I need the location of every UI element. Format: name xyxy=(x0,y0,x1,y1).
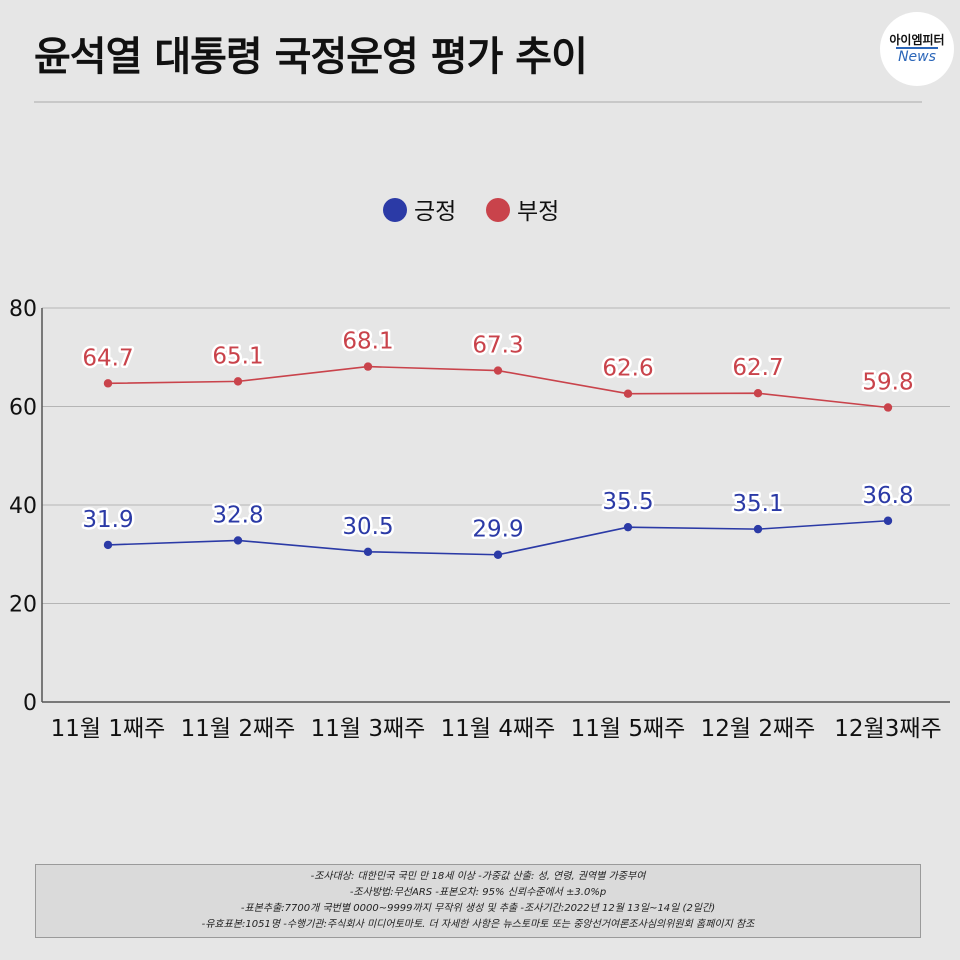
data-label: 65.1 xyxy=(212,343,263,369)
x-tick-label: 11월 5째주 xyxy=(571,716,686,742)
legend-label: 부정 xyxy=(517,199,559,225)
logo-top-text: 아이엠피터 xyxy=(889,33,945,47)
data-label: 35.1 xyxy=(732,491,783,517)
logo-bottom-text: News xyxy=(896,47,938,65)
data-label: 29.9 xyxy=(472,517,523,543)
x-axis-ticks: 11월 1째주 11월 2째주 11월 3째주 11월 4째주 11월 5째주 12월 2… xyxy=(51,716,942,742)
data-label: 30.5 xyxy=(342,514,393,540)
data-point xyxy=(883,516,893,525)
y-tick-label: 0 xyxy=(23,691,37,716)
data-point xyxy=(883,403,893,412)
data-point xyxy=(753,389,763,398)
data-label: 59.8 xyxy=(862,369,913,395)
legend-label: 긍정 xyxy=(414,199,456,225)
data-point xyxy=(363,547,373,556)
data-point xyxy=(233,536,243,545)
y-axis-ticks: 0 20 40 60 80 xyxy=(9,297,37,716)
x-tick-label: 11월 2째주 xyxy=(181,716,296,742)
y-tick-label: 20 xyxy=(9,593,37,618)
data-label: 31.9 xyxy=(82,507,133,533)
data-label: 64.7 xyxy=(82,345,133,371)
note-line-2: -조사방법:무선ARS -표본오차: 95% 신뢰수준에서 ±3.0%p xyxy=(349,887,607,898)
data-label: 35.5 xyxy=(602,489,653,515)
note-line-3: -표본추출:7700개 국번별 0000~9999까지 무작위 생성 및 추출 … xyxy=(240,903,716,914)
survey-notes: -조사대상: 대한민국 국민 만 18세 이상 -가중값 산출: 성, 연령, … xyxy=(35,864,921,938)
title-divider xyxy=(34,101,922,103)
data-point xyxy=(753,524,763,534)
data-point xyxy=(623,389,633,398)
data-label: 68.1 xyxy=(342,329,393,355)
x-tick-label: 12월 2째주 xyxy=(701,716,816,742)
data-label: 36.8 xyxy=(862,483,913,509)
data-label: 62.7 xyxy=(732,355,783,381)
note-line-4: -유효표본:1051명 -수행기관:주식회사 미디어토마토. 더 자세한 사항은… xyxy=(201,919,755,930)
note-line-1: -조사대상: 대한민국 국민 만 18세 이상 -가중값 산출: 성, 연령, … xyxy=(310,871,646,882)
data-point xyxy=(493,550,503,559)
data-point xyxy=(363,362,373,371)
data-point xyxy=(623,522,633,532)
legend-marker xyxy=(486,198,510,222)
x-tick-label: 11월 4째주 xyxy=(441,716,556,742)
data-point xyxy=(103,379,113,388)
y-tick-label: 80 xyxy=(9,297,37,322)
y-tick-label: 40 xyxy=(9,494,37,519)
chart-legend: 긍정 부정 xyxy=(383,198,559,225)
legend-marker xyxy=(383,198,407,222)
chart-grid xyxy=(41,307,950,703)
x-tick-label: 11월 3째주 xyxy=(311,716,426,742)
chart-series: 31.9 32.8 30.5 29.9 35.5 35.1 36.8 64.7 65.1 68.1… xyxy=(80,326,916,559)
x-tick-label: 11월 1째주 xyxy=(51,716,166,742)
x-tick-label: 12월3째주 xyxy=(834,716,941,742)
y-tick-label: 60 xyxy=(9,396,37,421)
data-point xyxy=(103,540,113,550)
data-label: 62.6 xyxy=(602,356,653,382)
news-logo: 아이엠피터 News xyxy=(880,12,954,86)
data-label: 67.3 xyxy=(472,333,523,359)
data-point xyxy=(493,366,503,375)
data-label: 32.8 xyxy=(212,502,263,528)
page-title: 윤석열 대통령 국정운영 평가 추이 xyxy=(34,34,588,80)
data-point xyxy=(233,377,243,386)
